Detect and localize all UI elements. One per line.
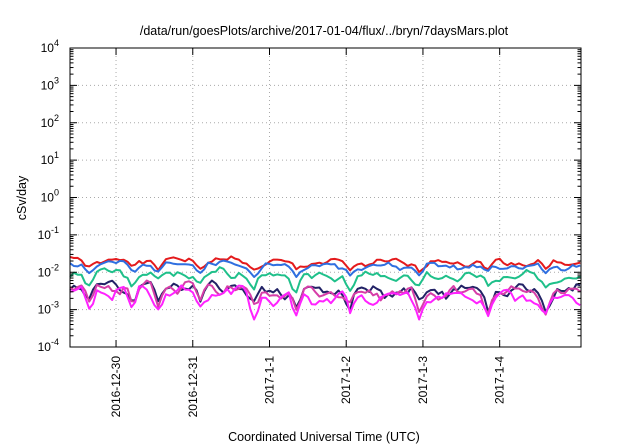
- series-lines: [69, 255, 581, 321]
- y-axis-label: cSv/day: [15, 175, 29, 220]
- grid: [70, 48, 581, 347]
- x-tick-label: 2017-1-1: [262, 356, 276, 404]
- x-tick-label: 2017-1-3: [416, 356, 430, 404]
- y-tick-label: 10-2: [38, 262, 59, 279]
- series-line-2: [69, 259, 581, 278]
- y-axis-ticks: 10-4 10-3 10-2 10-1 100 101 102 103 104: [38, 38, 581, 354]
- series-line-5: [69, 279, 581, 316]
- x-axis-ticks: 2016-12-30 2016-12-31 2017-1-1 2017-1-2 2017…: [109, 48, 507, 417]
- x-tick-label: 2016-12-30: [109, 356, 123, 418]
- x-tick-label: 2016-12-31: [186, 356, 200, 418]
- x-tick-label: 2017-1-2: [339, 356, 353, 404]
- y-tick-label: 10-3: [38, 300, 59, 317]
- y-tick-label: 104: [41, 38, 59, 55]
- y-tick-label: 10-1: [38, 225, 59, 242]
- y-tick-label: 102: [41, 113, 59, 130]
- y-tick-label: 101: [41, 150, 59, 167]
- series-line-6: [69, 284, 581, 321]
- series-line-3: [69, 266, 581, 294]
- y-tick-label: 10-4: [38, 337, 59, 354]
- y-tick-label: 100: [41, 188, 59, 205]
- y-tick-label: 103: [41, 75, 59, 92]
- x-tick-label: 2017-1-4: [493, 356, 507, 404]
- x-axis-label: Coordinated Universal Time (UTC): [228, 430, 420, 444]
- chart-title: /data/run/goesPlots/archive/2017-01-04/f…: [140, 24, 509, 38]
- series-line-4: [69, 279, 581, 313]
